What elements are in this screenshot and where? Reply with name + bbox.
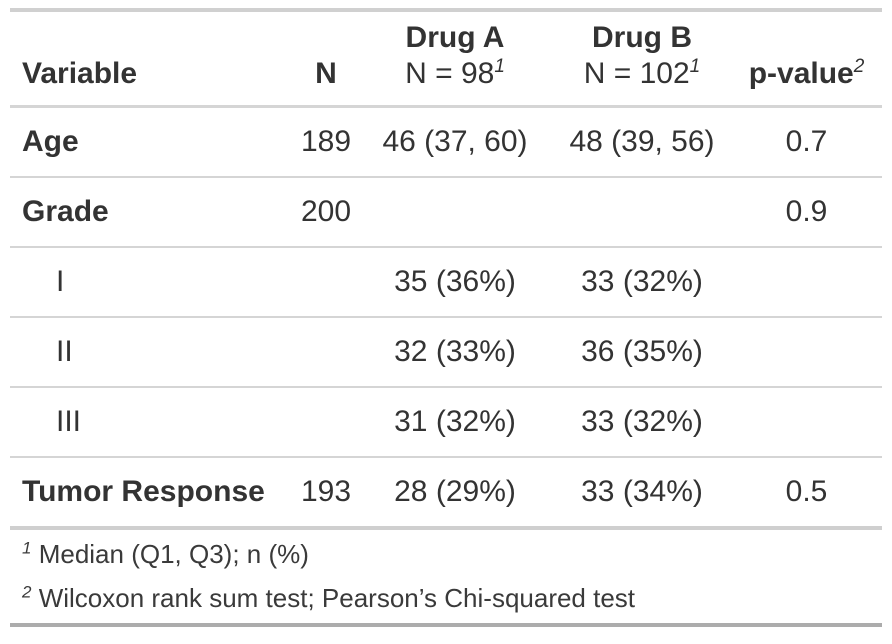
drug-b-cell: 36 (35%) bbox=[553, 317, 731, 388]
p-value-cell bbox=[731, 247, 882, 318]
footnote-mark: 2 bbox=[853, 56, 865, 77]
column-header-p-value: p-value2 bbox=[731, 10, 882, 108]
header-row: Variable N Drug A N = 981 Drug B N = 102… bbox=[10, 10, 882, 108]
column-header-drug-a: Drug A N = 981 bbox=[357, 10, 553, 108]
n-cell bbox=[295, 247, 357, 318]
column-n-count: N = 98 bbox=[405, 57, 495, 90]
drug-b-cell: 33 (34%) bbox=[581, 475, 703, 508]
footnote-mark: 1 bbox=[689, 56, 701, 77]
table-row-grade-i: I 35 (36%) 33 (32%) bbox=[10, 247, 882, 318]
column-label: Drug B bbox=[592, 21, 692, 54]
footnote-mark: 2 bbox=[22, 582, 32, 602]
p-value-cell bbox=[731, 387, 882, 458]
drug-b-cell: 33 (32%) bbox=[553, 387, 731, 458]
table-body: Age 189 46 (37, 60) 48 (39, 56) 0.7 Grad… bbox=[10, 106, 882, 527]
table-header: Variable N Drug A N = 981 Drug B N = 102… bbox=[10, 10, 882, 108]
p-value-cell: 0.7 bbox=[731, 106, 882, 178]
summary-table-container: Variable N Drug A N = 981 Drug B N = 102… bbox=[10, 8, 882, 627]
column-label: Drug A bbox=[405, 21, 505, 54]
drug-b-cell: 48 (39, 56) bbox=[553, 106, 731, 178]
drug-a-cell bbox=[357, 177, 553, 248]
footnote-text: Median (Q1, Q3); n (%) bbox=[38, 539, 309, 569]
drug-b-cell: 33 (32%) bbox=[553, 247, 731, 318]
variable-cell: Tumor Response bbox=[22, 475, 265, 508]
n-cell bbox=[295, 317, 357, 388]
drug-a-cell: 35 (36%) bbox=[357, 247, 553, 318]
variable-cell: Age bbox=[10, 106, 295, 178]
variable-cell: III bbox=[10, 387, 295, 458]
footnote-text: Wilcoxon rank sum test; Pearson’s Chi-sq… bbox=[38, 583, 636, 613]
column-header-drug-b: Drug B N = 1021 bbox=[553, 10, 731, 108]
drug-a-cell: 32 (33%) bbox=[357, 317, 553, 388]
column-label: N bbox=[315, 57, 337, 90]
footnote-mark: 1 bbox=[494, 56, 505, 77]
column-n-count: N = 102 bbox=[583, 57, 690, 90]
table-row-tumor-response: Tumor Response 193 28 (29%) 33 (34%) 0.5 bbox=[10, 457, 882, 526]
column-header-variable: Variable bbox=[10, 10, 295, 108]
variable-cell: II bbox=[10, 317, 295, 388]
summary-table: Variable N Drug A N = 981 Drug B N = 102… bbox=[10, 8, 882, 526]
column-label: p-value bbox=[748, 57, 854, 90]
column-header-n: N bbox=[295, 10, 357, 108]
drug-a-cell: 28 (29%) bbox=[394, 475, 516, 508]
table-footnotes: 1 Median (Q1, Q3); n (%) 2 Wilcoxon rank… bbox=[10, 526, 882, 627]
table-row-age: Age 189 46 (37, 60) 48 (39, 56) 0.7 bbox=[10, 106, 882, 178]
column-sublabel: N = 1021 bbox=[559, 56, 725, 92]
column-sublabel: N = 981 bbox=[363, 56, 547, 92]
table-row-grade-iii: III 31 (32%) 33 (32%) bbox=[10, 387, 882, 458]
variable-cell: Grade bbox=[10, 177, 295, 248]
p-value-cell: 0.5 bbox=[785, 475, 828, 508]
footnote-mark: 1 bbox=[22, 538, 32, 558]
column-label: Variable bbox=[22, 57, 138, 90]
n-cell: 189 bbox=[295, 106, 357, 178]
drug-a-cell: 31 (32%) bbox=[357, 387, 553, 458]
p-value-cell bbox=[731, 317, 882, 388]
drug-b-cell bbox=[553, 177, 731, 248]
n-cell: 200 bbox=[295, 177, 357, 248]
table-row-grade: Grade 200 0.9 bbox=[10, 177, 882, 248]
p-value-cell: 0.9 bbox=[731, 177, 882, 248]
n-cell bbox=[295, 387, 357, 458]
table-row-grade-ii: II 32 (33%) 36 (35%) bbox=[10, 317, 882, 388]
variable-cell: I bbox=[10, 247, 295, 318]
n-cell: 193 bbox=[301, 475, 352, 508]
drug-a-cell: 46 (37, 60) bbox=[357, 106, 553, 178]
footnote-2: 2 Wilcoxon rank sum test; Pearson’s Chi-… bbox=[10, 576, 882, 620]
footnote-1: 1 Median (Q1, Q3); n (%) bbox=[10, 532, 882, 576]
